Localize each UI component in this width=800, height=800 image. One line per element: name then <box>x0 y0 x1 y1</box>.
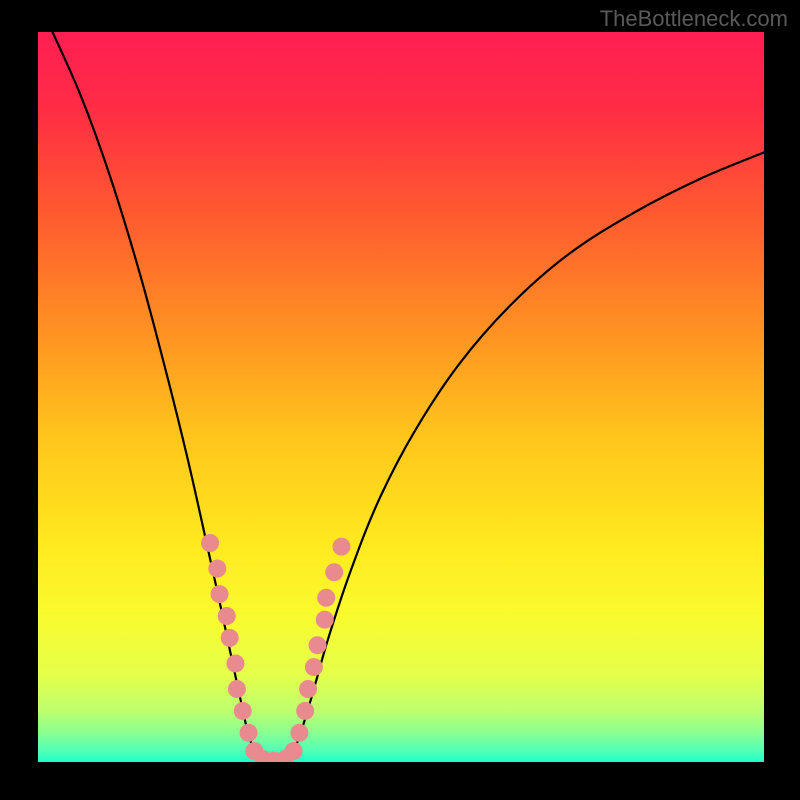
right-marker <box>325 563 343 581</box>
left-marker <box>211 585 229 603</box>
right-marker <box>299 680 317 698</box>
left-marker <box>234 702 252 720</box>
right-marker <box>285 742 303 760</box>
right-marker <box>305 658 323 676</box>
left-marker <box>208 560 226 578</box>
left-marker <box>228 680 246 698</box>
left-marker <box>218 607 236 625</box>
right-marker <box>332 538 350 556</box>
watermark-text: TheBottleneck.com <box>600 6 788 32</box>
right-marker <box>316 611 334 629</box>
chart-container <box>38 32 764 762</box>
left-marker <box>221 629 239 647</box>
left-marker <box>201 534 219 552</box>
right-marker <box>290 724 308 742</box>
left-marker <box>226 654 244 672</box>
right-marker <box>317 589 335 607</box>
data-markers <box>38 32 764 762</box>
right-marker <box>296 702 314 720</box>
left-marker <box>240 724 258 742</box>
right-marker <box>309 636 327 654</box>
